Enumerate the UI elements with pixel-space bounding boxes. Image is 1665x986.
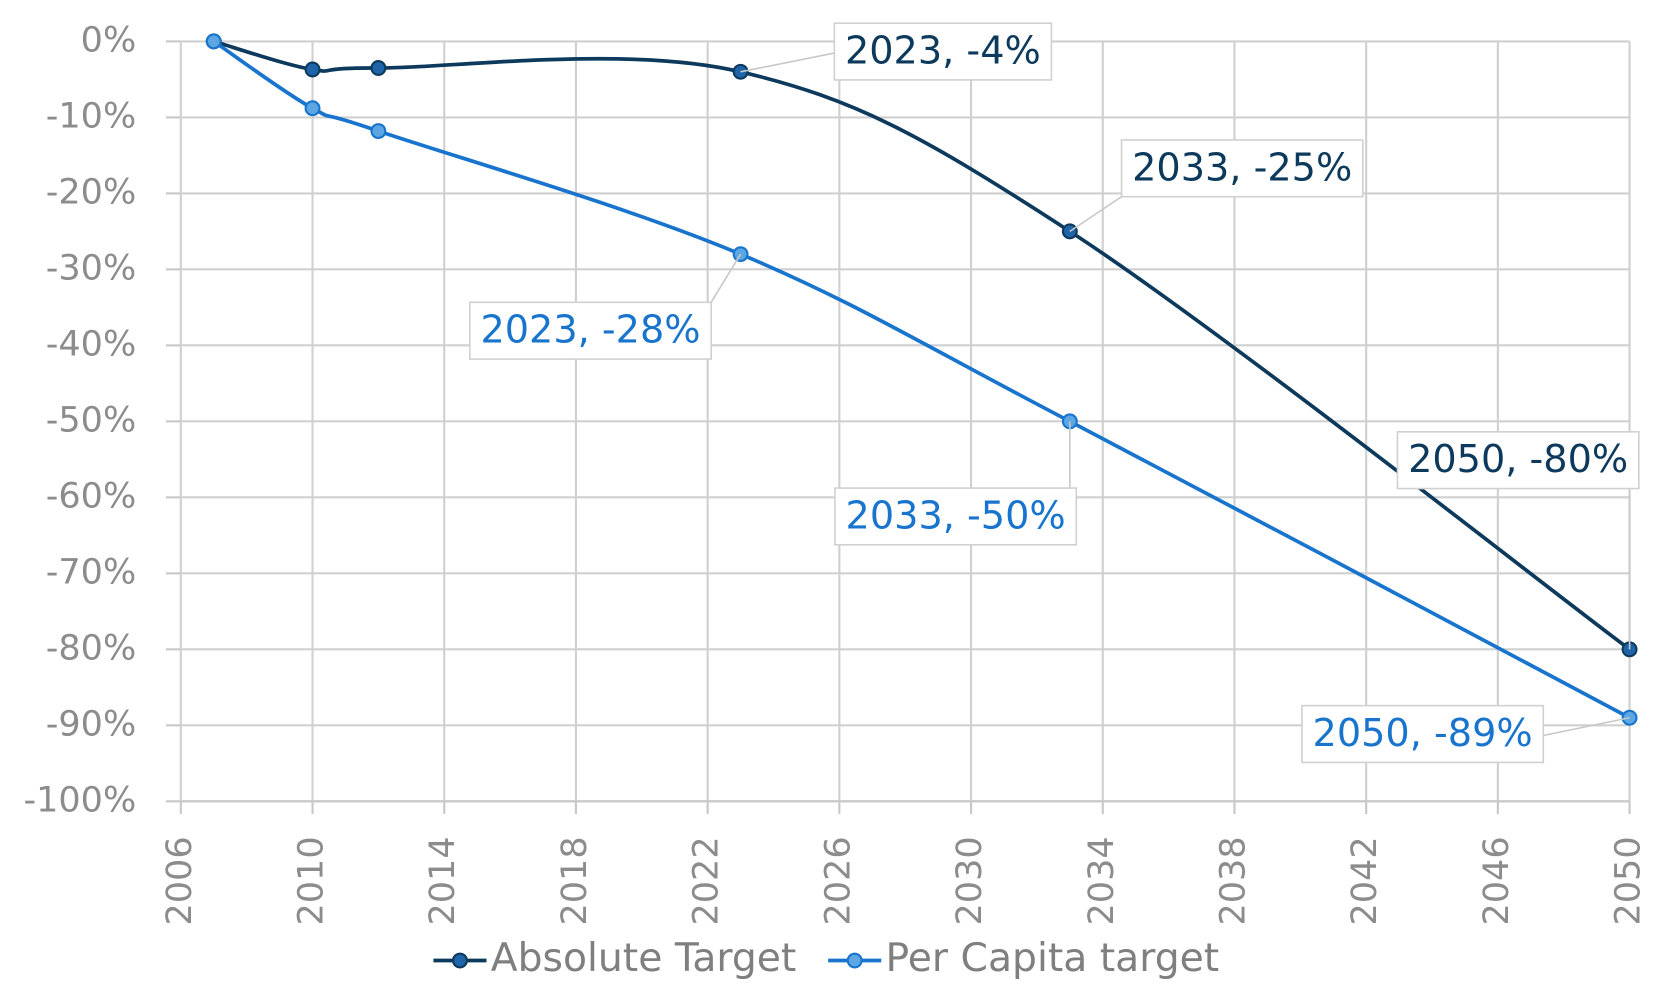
data-label: 2033, -50% [834,421,1078,546]
y-tick-label: -50% [46,399,136,440]
legend-marker [846,952,863,969]
y-tick-label: -40% [46,323,136,364]
legend-label: Per Capita target [885,936,1219,981]
x-tick-label: 2018 [554,836,595,925]
y-tick-label: -30% [46,247,136,288]
y-tick-label: -100% [24,779,137,820]
y-tick-label: 0% [81,19,137,60]
x-tick-label: 2006 [159,836,200,925]
y-tick-label: -90% [46,703,136,744]
point [304,100,321,117]
data-label-text: 2050, -89% [1313,712,1533,756]
point [370,123,387,140]
data-label-text: 2050, -80% [1408,438,1628,482]
x-tick-label: 2034 [1081,836,1122,925]
data-label: 2050, -80% [1396,431,1640,650]
label-box [469,301,712,360]
legend-marker [452,952,468,969]
leader-line [710,253,742,303]
data-label-text: 2033, -25% [1132,146,1352,190]
data-label: 2033, -25% [1069,139,1364,233]
data-label-text: 2023, -4% [845,30,1041,74]
x-tick-label: 2046 [1476,836,1517,925]
point [732,63,749,80]
y-tick-label: -10% [46,95,136,136]
label-box [1301,704,1545,764]
y-tick-label: -60% [46,475,136,516]
data-label-text: 2023, -28% [480,309,700,353]
leader-line [1069,196,1122,233]
y-tick-label: -80% [46,627,136,668]
y-tick-label: -20% [46,171,136,212]
data-label: 2050, -89% [1301,704,1630,764]
y-tick-label: -70% [46,551,136,592]
label-box [834,487,1078,546]
x-tick-label: 2038 [1212,836,1253,925]
label-box [1396,431,1640,490]
legend-label: Absolute Target [491,936,797,981]
point [370,60,387,76]
point [205,33,222,50]
x-tick-label: 2042 [1344,836,1385,925]
x-tick-label: 2030 [949,836,990,925]
x-tick-label: 2022 [686,836,727,925]
data-label: 2023, -28% [469,253,742,360]
x-tick-label: 2026 [817,836,858,925]
x-tick-label: 2050 [1608,836,1649,925]
x-tick-label: 2010 [291,836,332,925]
label-box [1120,139,1364,198]
point [304,61,321,78]
x-tick-label: 2014 [422,836,463,925]
series-line [212,39,1631,720]
leader-line [740,52,835,73]
leader-line [1543,716,1630,737]
label-box [833,22,1053,81]
data-label: 2023, -4% [740,22,1053,81]
data-label-text: 2033, -50% [846,494,1066,538]
